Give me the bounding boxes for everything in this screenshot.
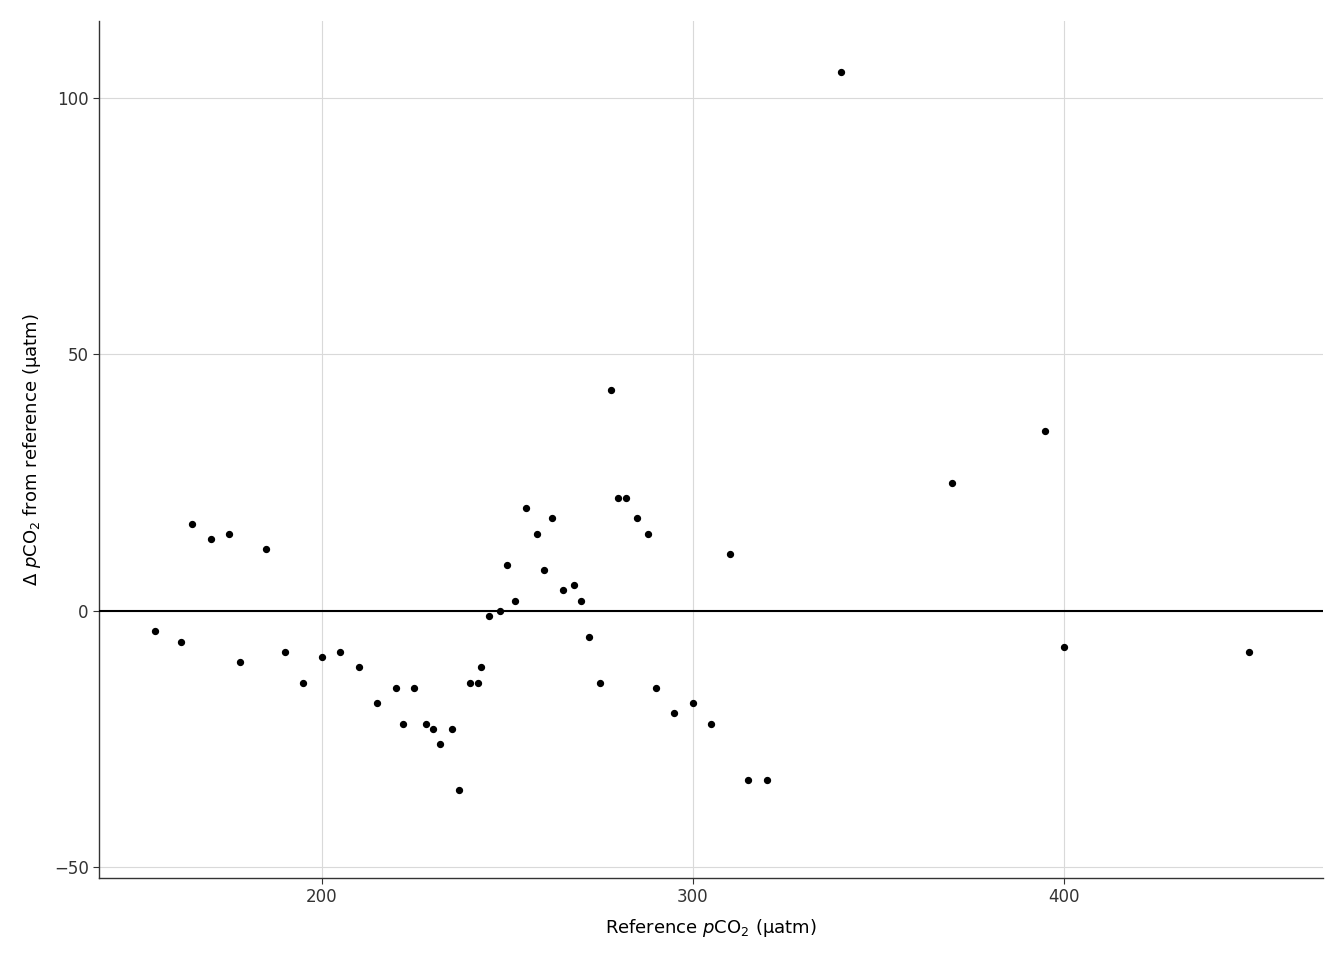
Point [392, 716, 414, 732]
Point [348, 660, 370, 675]
Point [1238, 644, 1259, 660]
Point [367, 695, 388, 710]
Point [171, 634, 192, 649]
Point [571, 593, 593, 609]
Point [422, 721, 444, 736]
Point [230, 655, 251, 670]
Point [526, 526, 547, 541]
Point [578, 629, 599, 644]
Point [478, 609, 500, 624]
X-axis label: Reference $\it{p}$CO$_2$ (μatm): Reference $\it{p}$CO$_2$ (μatm) [605, 917, 817, 939]
Point [441, 721, 462, 736]
Point [430, 736, 452, 752]
Point [738, 773, 759, 788]
Point [831, 64, 852, 80]
Point [489, 603, 511, 618]
Point [637, 526, 659, 541]
Point [460, 675, 481, 690]
Point [942, 475, 964, 491]
Y-axis label: $\Delta$ $\it{p}$CO$_2$ from reference (μatm): $\Delta$ $\it{p}$CO$_2$ from reference (… [22, 313, 43, 586]
Point [542, 511, 563, 526]
Point [403, 680, 425, 695]
Point [601, 382, 622, 397]
Point [515, 500, 536, 516]
Point [496, 557, 517, 572]
Point [470, 660, 492, 675]
Point [757, 773, 778, 788]
Point [218, 526, 239, 541]
Point [681, 695, 703, 710]
Point [293, 675, 314, 690]
Point [719, 547, 741, 563]
Point [1035, 423, 1056, 439]
Point [449, 782, 470, 798]
Point [616, 491, 637, 506]
Point [1052, 639, 1074, 655]
Point [504, 593, 526, 609]
Point [607, 491, 629, 506]
Point [181, 516, 203, 531]
Point [144, 624, 165, 639]
Point [664, 706, 685, 721]
Point [645, 680, 667, 695]
Point [626, 511, 648, 526]
Point [310, 649, 332, 664]
Point [255, 541, 277, 557]
Point [386, 680, 407, 695]
Point [329, 644, 351, 660]
Point [700, 716, 722, 732]
Point [534, 563, 555, 578]
Point [274, 644, 296, 660]
Point [415, 716, 437, 732]
Point [466, 675, 488, 690]
Point [200, 531, 222, 546]
Point [563, 578, 585, 593]
Point [589, 675, 610, 690]
Point [552, 583, 574, 598]
